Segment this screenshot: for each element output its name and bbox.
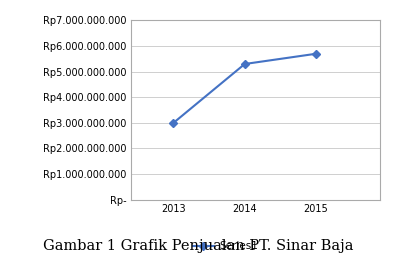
Legend: Series1: Series1 <box>189 237 262 255</box>
Series1 <box>242 62 247 66</box>
Series1 <box>314 52 318 55</box>
Line: Series1: Series1 <box>171 51 319 126</box>
Series1 <box>171 121 176 124</box>
Text: Gambar 1 Grafik Penjualan PT. Sinar Baja: Gambar 1 Grafik Penjualan PT. Sinar Baja <box>43 239 353 253</box>
